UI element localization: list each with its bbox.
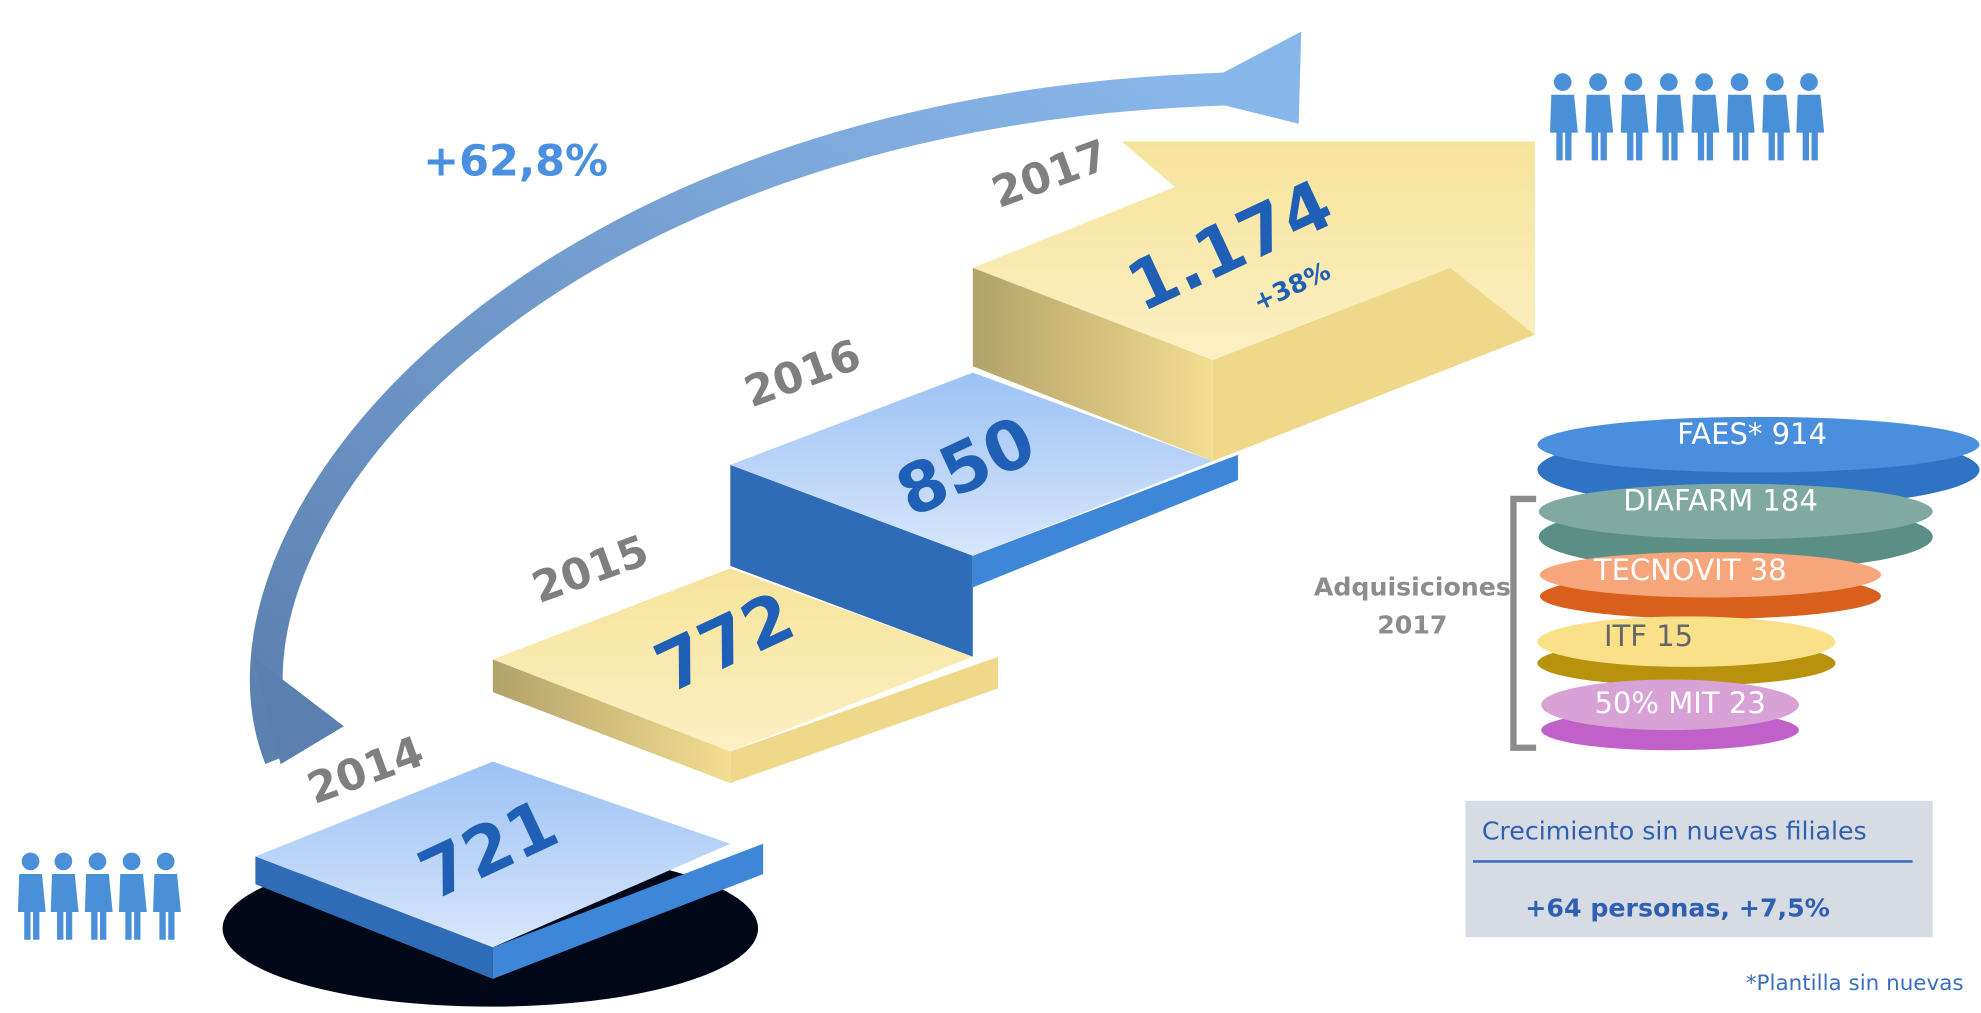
step-face	[492, 843, 764, 979]
company: FAES* 914	[1677, 417, 1827, 451]
step-face	[730, 464, 973, 657]
step-face	[972, 267, 1213, 462]
footnote: *Plantilla sin nuevas	[1746, 971, 1964, 996]
arc-tail	[252, 656, 344, 765]
company: ITF 15	[1604, 619, 1693, 653]
organic-box: Crecimiento sin nuevas filiales +64 pers…	[1465, 800, 1933, 938]
company: TECNOVIT 38	[1593, 553, 1787, 587]
acquisitions-label: 2017	[1377, 610, 1447, 639]
step-top	[972, 141, 1535, 360]
people-right	[1550, 73, 1825, 161]
step-face	[1212, 267, 1535, 462]
growth-arc	[249, 71, 1251, 764]
organic-title: Crecimiento sin nuevas filiales	[1482, 816, 1867, 845]
organic-value: +64 personas, +7,5%	[1525, 893, 1830, 922]
step-face	[730, 656, 999, 784]
growth: +62,8%	[423, 137, 608, 187]
company: DIAFARM 184	[1623, 484, 1818, 518]
step-face	[492, 659, 731, 784]
acquisitions-label: Adquisiciones	[1314, 573, 1511, 602]
year: 2016	[738, 330, 867, 418]
people-left	[17, 852, 181, 940]
step-top	[492, 568, 973, 752]
step-top	[255, 761, 731, 948]
step-face	[255, 856, 493, 979]
year: 2017	[986, 131, 1115, 219]
step-face	[972, 454, 1239, 588]
year: 2015	[526, 526, 655, 614]
arc-head	[1181, 31, 1302, 124]
company: 50% MIT 23	[1594, 686, 1765, 720]
companies: FAES* 914 DIAFARM 184 TECNOVIT 38 ITF 15…	[1314, 417, 1980, 751]
step-top	[730, 372, 1213, 556]
